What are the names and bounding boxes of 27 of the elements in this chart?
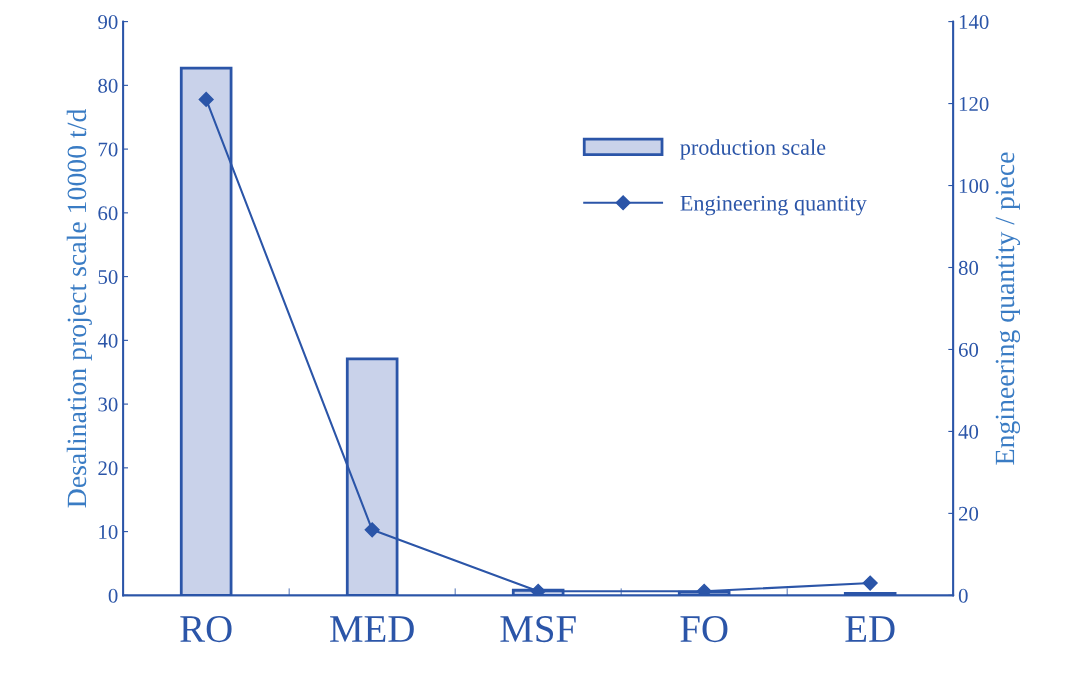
legend-label: Engineering quantity (680, 195, 867, 216)
y2-tick-label: 80 (958, 260, 979, 275)
y-axis-title: Desalination project scale 10000 t/d (66, 109, 92, 508)
y2-tick-label: 100 (959, 178, 989, 193)
x-tick-label: RO (180, 616, 232, 643)
y-tick-label: 10 (99, 524, 118, 540)
y-tick-label: 50 (98, 269, 118, 285)
y2-axis-title: Engineering quantity / piece (995, 152, 1021, 465)
y-tick-label: 70 (98, 142, 118, 157)
x-tick-label: ED (845, 616, 895, 642)
y-tick-label: 20 (98, 461, 118, 476)
y2-tick-label: 40 (958, 424, 979, 439)
y2-tick-label: 0 (958, 588, 968, 603)
x-tick-label: MSF (500, 616, 576, 643)
y2-tick-label: 60 (958, 342, 979, 357)
y2-tick-label: 140 (959, 14, 989, 30)
y-tick-label: 60 (98, 206, 118, 221)
legend-label: production scale (680, 139, 826, 160)
x-tick-label: MED (330, 616, 414, 642)
y2-tick-label: 20 (958, 506, 979, 521)
y-tick-label: 80 (98, 78, 118, 93)
y-tick-label: 40 (97, 333, 118, 348)
y-tick-label: 0 (108, 588, 118, 603)
y-tick-label: 30 (98, 397, 118, 412)
y-tick-label: 90 (98, 14, 118, 30)
x-tick-label: FO (680, 616, 728, 643)
y2-tick-label: 120 (959, 96, 989, 111)
